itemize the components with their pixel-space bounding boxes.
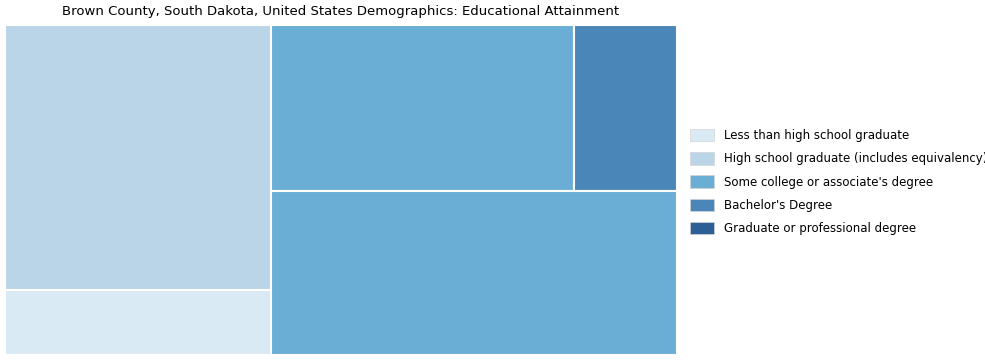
Text: Brown County, South Dakota, United States Demographics: Educational Attainment: Brown County, South Dakota, United State… — [62, 5, 620, 19]
FancyBboxPatch shape — [5, 290, 271, 355]
FancyBboxPatch shape — [5, 25, 271, 290]
FancyBboxPatch shape — [271, 25, 573, 191]
Legend: Less than high school graduate, High school graduate (includes equivalency), Som: Less than high school graduate, High sch… — [690, 129, 985, 235]
FancyBboxPatch shape — [573, 25, 677, 191]
FancyBboxPatch shape — [271, 191, 677, 355]
